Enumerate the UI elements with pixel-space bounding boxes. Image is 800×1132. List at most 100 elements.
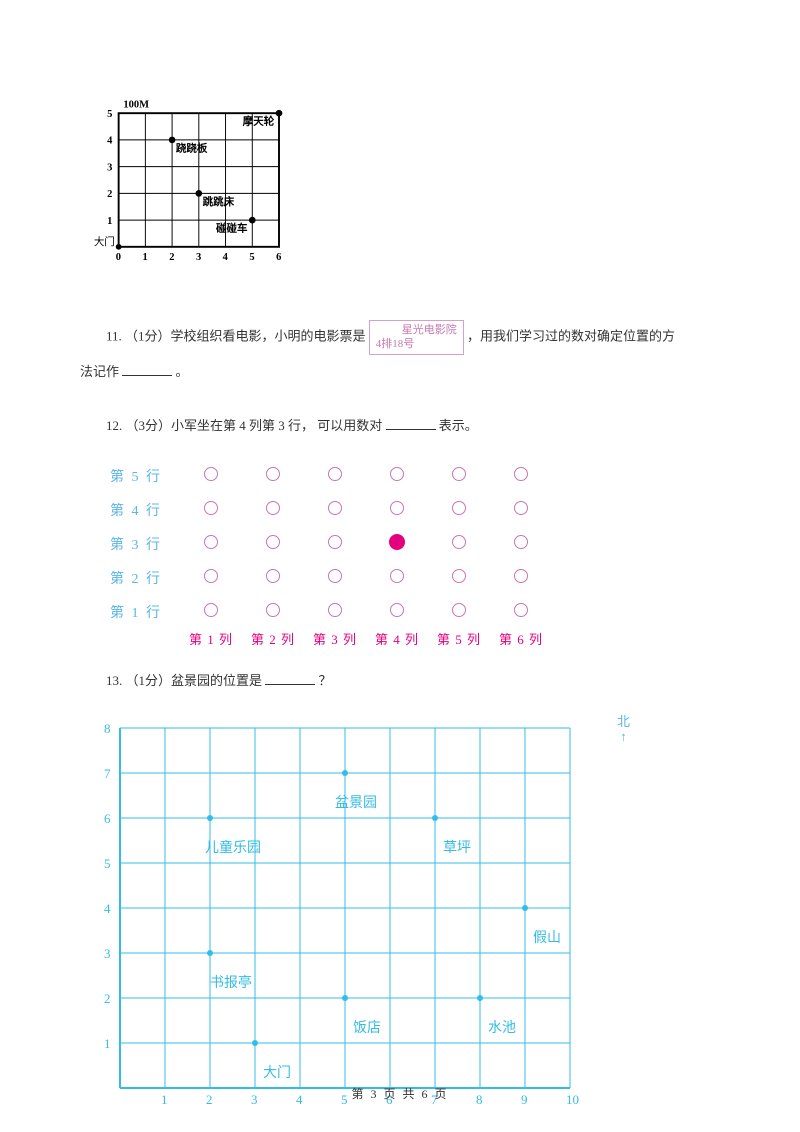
seat-open-icon: [266, 603, 280, 617]
seat-open-icon: [328, 535, 342, 549]
north-arrow-icon: ↑: [620, 729, 627, 744]
svg-text:3: 3: [196, 252, 201, 263]
svg-text:5: 5: [107, 109, 112, 120]
svg-text:假山: 假山: [533, 930, 561, 946]
svg-text:0: 0: [116, 252, 121, 263]
seat-open-icon: [328, 467, 342, 481]
seat-cell: [242, 501, 304, 519]
seat-open-icon: [328, 569, 342, 583]
row-label: 第 5 行: [110, 466, 180, 486]
svg-text:跳跳床: 跳跳床: [203, 195, 235, 208]
ticket-box: 星光电影院 4排18号: [369, 320, 464, 355]
seat-cell: [366, 569, 428, 587]
seat-cell: [180, 569, 242, 587]
seat-open-icon: [204, 569, 218, 583]
seat-open-icon: [452, 501, 466, 515]
seat-open-icon: [390, 501, 404, 515]
col-label: 第 3 列: [304, 629, 366, 648]
svg-text:4: 4: [104, 901, 111, 916]
svg-text:2: 2: [104, 991, 111, 1006]
seat-cell: [366, 534, 428, 554]
seat-open-icon: [514, 501, 528, 515]
q13-blank[interactable]: [265, 671, 315, 685]
q13-tail: ？: [319, 673, 332, 688]
seating-row: 第 3 行: [110, 527, 720, 561]
seat-open-icon: [390, 603, 404, 617]
q11-l2: 法记作: [80, 364, 119, 379]
q11-prefix: 11. （1分）学校组织看电影，小明的电影票是: [106, 328, 366, 343]
north-label: 北: [617, 714, 630, 729]
svg-text:5: 5: [249, 252, 254, 263]
seat-cell: [304, 569, 366, 587]
seating-row: 第 5 行: [110, 459, 720, 493]
seat-cell: [304, 535, 366, 553]
col-label: 第 5 列: [428, 629, 490, 648]
fig3-park-map: 1234567891012345678儿童乐园书报亭大门盆景园饭店草坪水池假山 …: [90, 708, 650, 1122]
seat-cell: [242, 535, 304, 553]
svg-text:8: 8: [104, 721, 111, 736]
seat-cell: [242, 467, 304, 485]
seat-open-icon: [328, 501, 342, 515]
seat-cell: [490, 467, 552, 485]
seat-cell: [366, 603, 428, 621]
seat-cell: [428, 467, 490, 485]
seat-open-icon: [452, 535, 466, 549]
seat-cell: [490, 603, 552, 621]
svg-text:4: 4: [107, 136, 113, 147]
q12-suffix: 表示。: [439, 418, 478, 433]
q12-main: 12. （3分）小军坐在第 4 列第 3 行， 可以用数对: [106, 418, 382, 433]
seat-filled-icon: [389, 534, 405, 550]
seat-open-icon: [266, 569, 280, 583]
row-label: 第 2 行: [110, 568, 180, 588]
ticket-l1: 星光电影院: [402, 324, 457, 336]
svg-text:100M: 100M: [123, 99, 149, 110]
seating-row: 第 2 行: [110, 561, 720, 595]
svg-text:水池: 水池: [488, 1020, 516, 1036]
svg-text:书报亭: 书报亭: [210, 974, 252, 991]
seat-cell: [428, 501, 490, 519]
col-label: 第 1 列: [180, 629, 242, 648]
seat-cell: [242, 569, 304, 587]
svg-text:6: 6: [276, 252, 281, 263]
svg-text:1: 1: [107, 216, 112, 227]
svg-text:饭店: 饭店: [353, 1020, 381, 1036]
seat-open-icon: [452, 603, 466, 617]
col-label: 第 2 列: [242, 629, 304, 648]
row-label: 第 3 行: [110, 534, 180, 554]
seat-cell: [490, 569, 552, 587]
page-footer: 第 3 页 共 6 页: [0, 1085, 800, 1102]
ticket-l2: 4排18号: [376, 338, 415, 350]
q13-text: 13. （1分）盆景园的位置是 ？: [80, 668, 720, 694]
svg-text:7: 7: [104, 766, 111, 781]
q12-text: 12. （3分）小军坐在第 4 列第 3 行， 可以用数对 表示。: [80, 413, 720, 439]
seat-cell: [304, 603, 366, 621]
q11-tail: 。: [176, 364, 189, 379]
svg-text:3: 3: [104, 946, 111, 961]
seat-cell: [180, 501, 242, 519]
q12-blank[interactable]: [386, 416, 436, 430]
col-label: 第 4 列: [366, 629, 428, 648]
q11-mid: ，用我们学习过的数对确定位置的方: [467, 328, 675, 343]
seat-open-icon: [204, 535, 218, 549]
q11-blank[interactable]: [122, 362, 172, 376]
column-labels: 第 1 列第 2 列第 3 列第 4 列第 5 列第 6 列: [180, 629, 720, 648]
seat-open-icon: [266, 467, 280, 481]
svg-text:3: 3: [107, 162, 112, 173]
q11-line2: 法记作 。: [80, 359, 720, 385]
seat-open-icon: [514, 535, 528, 549]
seat-open-icon: [266, 535, 280, 549]
fig2-seating-grid: 第 5 行第 4 行第 3 行第 2 行第 1 行第 1 列第 2 列第 3 列…: [110, 459, 720, 648]
seat-open-icon: [328, 603, 342, 617]
svg-text:草坪: 草坪: [443, 840, 471, 856]
svg-text:大门: 大门: [263, 1065, 291, 1081]
seat-open-icon: [452, 569, 466, 583]
seat-cell: [428, 569, 490, 587]
seat-open-icon: [514, 603, 528, 617]
seat-open-icon: [514, 467, 528, 481]
svg-text:6: 6: [104, 811, 111, 826]
seat-cell: [428, 535, 490, 553]
svg-text:5: 5: [104, 856, 111, 871]
row-label: 第 1 行: [110, 602, 180, 622]
seating-row: 第 4 行: [110, 493, 720, 527]
seat-open-icon: [452, 467, 466, 481]
